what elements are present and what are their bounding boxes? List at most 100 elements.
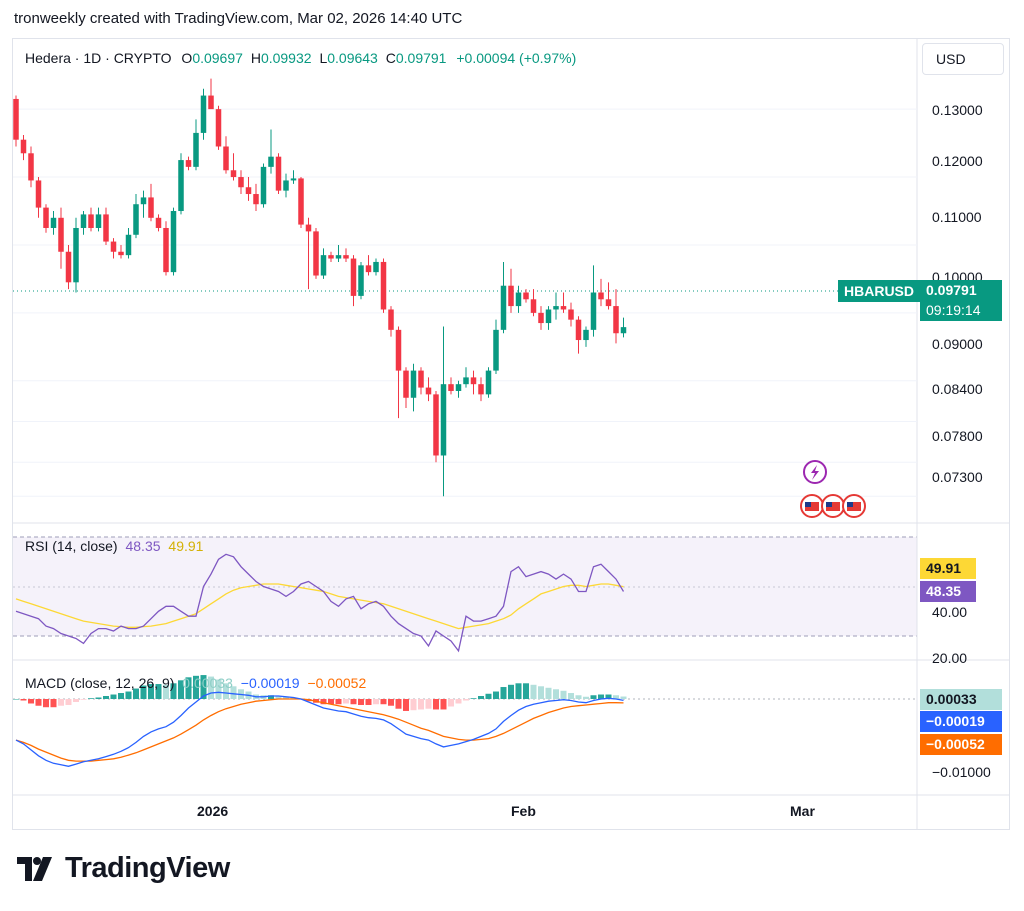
macd-histogram-bar [583, 696, 589, 699]
candle-body [455, 384, 462, 391]
macd-histogram-bar [395, 699, 402, 709]
macd-histogram-bar [523, 683, 529, 699]
macd-histogram-bar [28, 699, 34, 704]
candle-body [515, 292, 522, 307]
macd-histogram-bar [223, 683, 229, 699]
macd-histogram-bar [20, 699, 27, 701]
macd-histogram-bar [50, 699, 57, 708]
candle-body [223, 146, 229, 171]
macd-histogram-bar [590, 695, 597, 699]
candle-body [598, 292, 604, 300]
macd-histogram-bar [493, 691, 499, 699]
macd-histogram-bar [373, 699, 379, 705]
macd-histogram-bar [433, 699, 439, 710]
macd-histogram-bar [110, 694, 117, 699]
candle-body [275, 156, 282, 191]
chart-caption: tronweekly created with TradingView.com,… [14, 10, 463, 27]
candle-body [133, 204, 139, 235]
candle-body [358, 265, 364, 296]
candle-body [448, 384, 454, 391]
candle-body [73, 227, 79, 283]
candle-body [155, 217, 162, 228]
candle-body [28, 153, 34, 181]
candle-body [20, 139, 27, 154]
candle-body [560, 306, 567, 310]
candle-body [95, 214, 102, 228]
time-axis-label: 2026 [197, 803, 229, 819]
macd-histogram-bar [43, 699, 49, 708]
macd-line-value: −0.00019 [240, 675, 300, 691]
candle-body [118, 251, 124, 256]
symbol-title: Hedera · 1D · CRYPTO [25, 50, 172, 66]
candle-body [215, 109, 222, 147]
macd-histogram-bar [485, 693, 492, 699]
macd-histogram-bar [515, 683, 522, 699]
macd-histogram-bar [538, 686, 544, 699]
macd-histogram-bar [13, 699, 19, 700]
candle-body [58, 217, 64, 252]
candle-body [268, 156, 274, 167]
candle-body [208, 95, 214, 110]
macd-hist-value: 0.00033 [182, 675, 233, 691]
macd-histogram-bar [350, 699, 357, 705]
close-value: 0.09791 [395, 50, 447, 66]
currency-button[interactable]: USD [922, 43, 1004, 75]
tradingview-logo[interactable]: TradingView [17, 852, 230, 885]
candle-body [125, 234, 132, 256]
macd-title: MACD (close, 12, 26, 9) [25, 675, 175, 691]
macd-histogram-bar [65, 699, 72, 705]
candle-body [335, 255, 342, 259]
macd-histogram-bar [170, 683, 177, 699]
candle-body [13, 98, 19, 140]
candle-body [470, 377, 477, 385]
candle-body [148, 197, 154, 218]
candle-body [590, 292, 597, 330]
macd-histogram-bar [530, 684, 537, 699]
candle-body [388, 309, 394, 330]
macd-histogram-bar [208, 676, 214, 699]
macd-histogram-bar [598, 694, 604, 699]
candle-body [500, 285, 507, 330]
macd-histogram-bar [148, 684, 154, 699]
macd-axis-label: −0.01000 [932, 764, 991, 780]
macd-histogram-bar [343, 699, 349, 704]
macd-histogram-bar [425, 699, 432, 709]
macd-histogram-bar [605, 694, 612, 699]
event-markers[interactable] [800, 460, 866, 518]
candle-body [298, 178, 304, 225]
candle-body [50, 217, 57, 228]
lightning-bolt-glyph [811, 465, 819, 480]
tv-logo-icon [17, 856, 52, 881]
macd-histogram-bar [193, 675, 199, 699]
candle-body [245, 187, 252, 195]
macd-histogram-bar [365, 699, 372, 705]
rsi-title: RSI (14, close) [25, 538, 118, 554]
macd-histogram-bar [448, 699, 454, 707]
close-label: C [385, 50, 396, 66]
candle-body [350, 258, 357, 296]
price-axis-label: 0.11000 [932, 209, 982, 225]
candle-body [230, 170, 237, 178]
macd-histogram-bar [140, 685, 147, 699]
candle-body [508, 285, 514, 307]
candle-body [403, 370, 409, 398]
candle-body [178, 160, 184, 212]
candle-body [485, 370, 492, 395]
price-axis-label: 0.07300 [932, 469, 983, 485]
candle-body [65, 251, 72, 283]
macd-histogram-bar [380, 699, 387, 705]
macd-histogram-bar [328, 699, 334, 705]
high-label: H [250, 50, 261, 66]
candle-body [538, 312, 544, 324]
macd-histogram-bar [35, 699, 42, 706]
price-axis-label: 0.09000 [932, 336, 983, 352]
symbol-tag[interactable]: HBARUSD [838, 280, 920, 302]
macd-histogram-bar [463, 699, 469, 701]
tradingview-wordmark: TradingView [65, 852, 230, 884]
macd-histogram-bar [335, 699, 342, 705]
macd-histogram-bar [215, 679, 222, 699]
macd-histogram-bar [118, 693, 124, 699]
candle-body [425, 387, 432, 395]
macd-histogram-bar [545, 687, 552, 699]
